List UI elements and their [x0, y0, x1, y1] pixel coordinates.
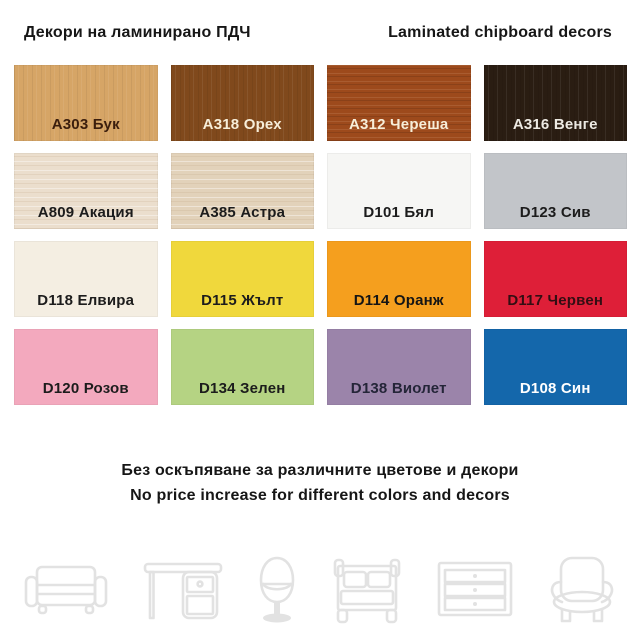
egg-chair-icon [258, 556, 296, 626]
header: Декори на ламинирано ПДЧ Laminated chipb… [0, 0, 640, 42]
swatch-label: A318 Орех [202, 116, 282, 133]
note-english: No price increase for different colors a… [130, 487, 510, 504]
swatch-label: D118 Елвира [37, 292, 135, 309]
bed-icon [332, 558, 402, 624]
swatch-label: D108 Син [519, 380, 591, 397]
swatch-A385: A385 Астра [170, 153, 314, 229]
note: Без оскъпяване за различните цветове и д… [0, 458, 640, 508]
desk-icon [143, 560, 223, 622]
swatch-label: D115 Жълт [201, 292, 284, 309]
swatch-label: D120 Розов [42, 380, 129, 397]
swatch-A809: A809 Акация [14, 153, 158, 229]
swatch-D134: D134 Зелен [170, 329, 314, 405]
swatch-label: A809 Акация [37, 204, 134, 221]
swatch-D108: D108 Син [483, 329, 627, 405]
swatch-D118: D118 Елвира [14, 241, 158, 317]
swatch-D120: D120 Розов [14, 329, 158, 405]
swatch-label: D138 Виолет [350, 380, 447, 397]
swatch-label: D117 Червен [507, 292, 604, 309]
swatch-grid: A303 Бук A318 Орех A312 Череша A316 Венг… [14, 65, 627, 405]
swatch-label: A303 Бук [51, 116, 120, 133]
swatch-D123: D123 Сив [483, 153, 627, 229]
swatch-D117: D117 Червен [483, 241, 627, 317]
swatch-A318: A318 Орех [170, 65, 314, 141]
swatch-D115: D115 Жълт [170, 241, 314, 317]
dresser-icon [437, 561, 513, 621]
swatch-A303: A303 Бук [14, 65, 158, 141]
swatch-label: A316 Венге [512, 116, 598, 133]
swatch-label: D134 Зелен [199, 380, 286, 397]
swatch-A316: A316 Венге [483, 65, 627, 141]
title-bulgarian: Декори на ламинирано ПДЧ [24, 24, 251, 41]
swatch-label: D101 Бял [363, 204, 435, 221]
sofa-icon [24, 564, 108, 618]
swatch-D101: D101 Бял [327, 153, 471, 229]
swatch-D114: D114 Оранж [327, 241, 471, 317]
swatch-label: A385 Астра [199, 204, 286, 221]
swatch-D138: D138 Виолет [327, 329, 471, 405]
armchair-icon [548, 556, 616, 626]
swatch-A312: A312 Череша [327, 65, 471, 141]
note-bulgarian: Без оскъпяване за различните цветове и д… [121, 462, 519, 479]
swatch-label: A312 Череша [349, 116, 449, 133]
furniture-icon-row [24, 552, 616, 630]
swatch-label: D114 Оранж [353, 292, 444, 309]
title-english: Laminated chipboard decors [388, 24, 612, 41]
swatch-label: D123 Сив [519, 204, 591, 221]
